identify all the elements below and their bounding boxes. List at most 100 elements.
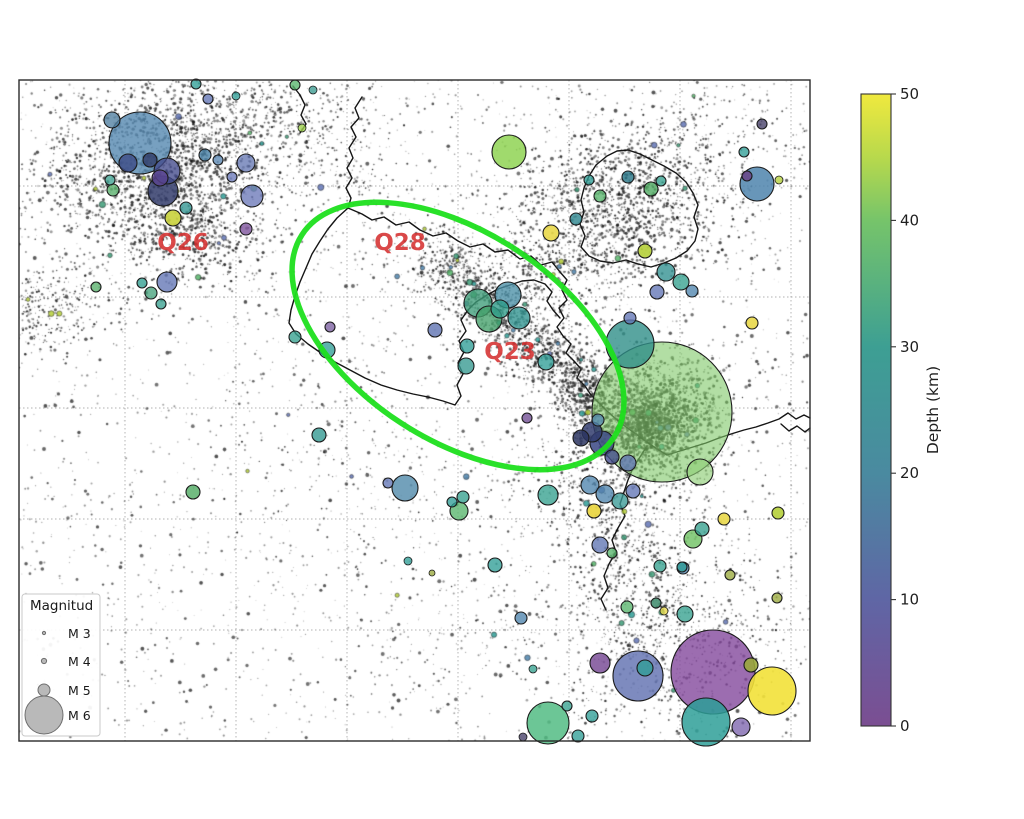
event-bubble [521, 412, 533, 424]
event-bubble [459, 338, 475, 354]
colorbar-tick-label: 40 [900, 211, 919, 229]
event-bubble [681, 697, 731, 747]
legend-item-label: M 6 [68, 708, 91, 723]
event-bubble [518, 732, 528, 742]
event-bubble [136, 277, 148, 289]
event-bubble [589, 652, 611, 674]
event-bubble [528, 664, 538, 674]
event-bubble [595, 484, 615, 504]
event-bubble [731, 717, 751, 737]
event-bubble [771, 506, 785, 520]
event-bubble [487, 557, 503, 573]
event-bubble [537, 484, 559, 506]
event-bubble [685, 284, 699, 298]
event-bubble [106, 183, 120, 197]
event-bubble [403, 556, 413, 566]
event-bubble [212, 154, 224, 166]
event-bubble [717, 512, 731, 526]
zone-annotations: Q26 Q28 Q23 [157, 230, 536, 365]
event-bubble [240, 184, 264, 208]
colorbar-gradient [860, 93, 892, 727]
event-bubble [643, 181, 659, 197]
event-bubble [591, 341, 733, 483]
event-bubble [526, 701, 570, 745]
event-bubble [612, 650, 664, 702]
legend-swatch [37, 683, 51, 697]
event-bubble [606, 547, 618, 559]
event-bubble [604, 449, 620, 465]
depth-colorbar: 0 10 20 30 40 50 Depth (km) [860, 85, 942, 735]
magnitude-legend: Magnitud M 3 M 4 M 5 M 6 [21, 593, 101, 737]
colorbar-tick-label: 20 [900, 464, 919, 482]
map-annotation-q28: Q28 [374, 230, 426, 256]
event-bubble [743, 657, 759, 673]
event-bubble [724, 569, 736, 581]
event-bubble [90, 281, 102, 293]
event-bubble [457, 357, 475, 375]
event-bubble [623, 311, 637, 325]
colorbar-tick-label: 0 [900, 717, 910, 735]
colorbar-axis-label: Depth (km) [924, 366, 942, 454]
event-bubble [239, 222, 253, 236]
event-bubbles [90, 78, 797, 747]
event-bubble [580, 475, 600, 495]
highlight-ellipse [289, 199, 627, 473]
event-bubble [650, 597, 662, 609]
event-bubble [288, 330, 302, 344]
event-bubble [611, 492, 629, 510]
legend-swatch [40, 657, 48, 665]
event-bubble [164, 209, 182, 227]
event-bubble [745, 316, 759, 330]
colorbar-tick-label: 10 [900, 591, 919, 609]
event-bubble [571, 729, 585, 743]
event-bubble [514, 611, 528, 625]
colorbar-tick-label: 50 [900, 85, 919, 103]
event-bubble [491, 134, 527, 170]
event-bubble [585, 709, 599, 723]
event-bubble [202, 93, 214, 105]
event-bubble [771, 592, 783, 604]
event-bubble [653, 559, 667, 573]
event-bubble [507, 306, 531, 330]
event-bubble [542, 224, 560, 242]
event-bubble [156, 271, 178, 293]
event-bubble [649, 284, 665, 300]
map-annotation-q26: Q26 [157, 230, 209, 256]
event-bubble [738, 146, 750, 158]
event-bubble [636, 659, 654, 677]
event-bubble [144, 286, 158, 300]
event-bubble [659, 606, 669, 616]
event-bubble [427, 322, 443, 338]
event-bubble [142, 152, 158, 168]
event-bubble [289, 79, 301, 91]
map-annotation-q23: Q23 [484, 339, 536, 365]
event-bubble [655, 175, 667, 187]
event-bubble [625, 483, 641, 499]
event-bubble [231, 91, 241, 101]
event-bubble [619, 454, 637, 472]
legend-items: M 3 M 4 M 5 M 6 [24, 626, 91, 735]
event-bubble [151, 169, 169, 187]
legend-item-label: M 5 [68, 683, 91, 698]
event-bubble [490, 299, 510, 319]
event-bubble [686, 458, 714, 486]
event-bubble [155, 298, 167, 310]
event-bubble [226, 171, 238, 183]
event-bubble [756, 118, 768, 130]
event-bubble [103, 111, 121, 129]
event-bubble [656, 262, 676, 282]
event-bubble [591, 536, 609, 554]
event-bubble [446, 496, 458, 508]
legend-item-label: M 3 [68, 626, 91, 641]
event-bubble [586, 503, 602, 519]
event-bubble [311, 427, 327, 443]
event-bubble [621, 170, 635, 184]
legend-item-label: M 4 [68, 654, 91, 669]
event-bubble [236, 153, 256, 173]
event-bubble [428, 569, 436, 577]
event-bubble [185, 484, 201, 500]
event-bubble [561, 700, 573, 712]
event-bubble [324, 321, 336, 333]
event-bubble [537, 353, 555, 371]
